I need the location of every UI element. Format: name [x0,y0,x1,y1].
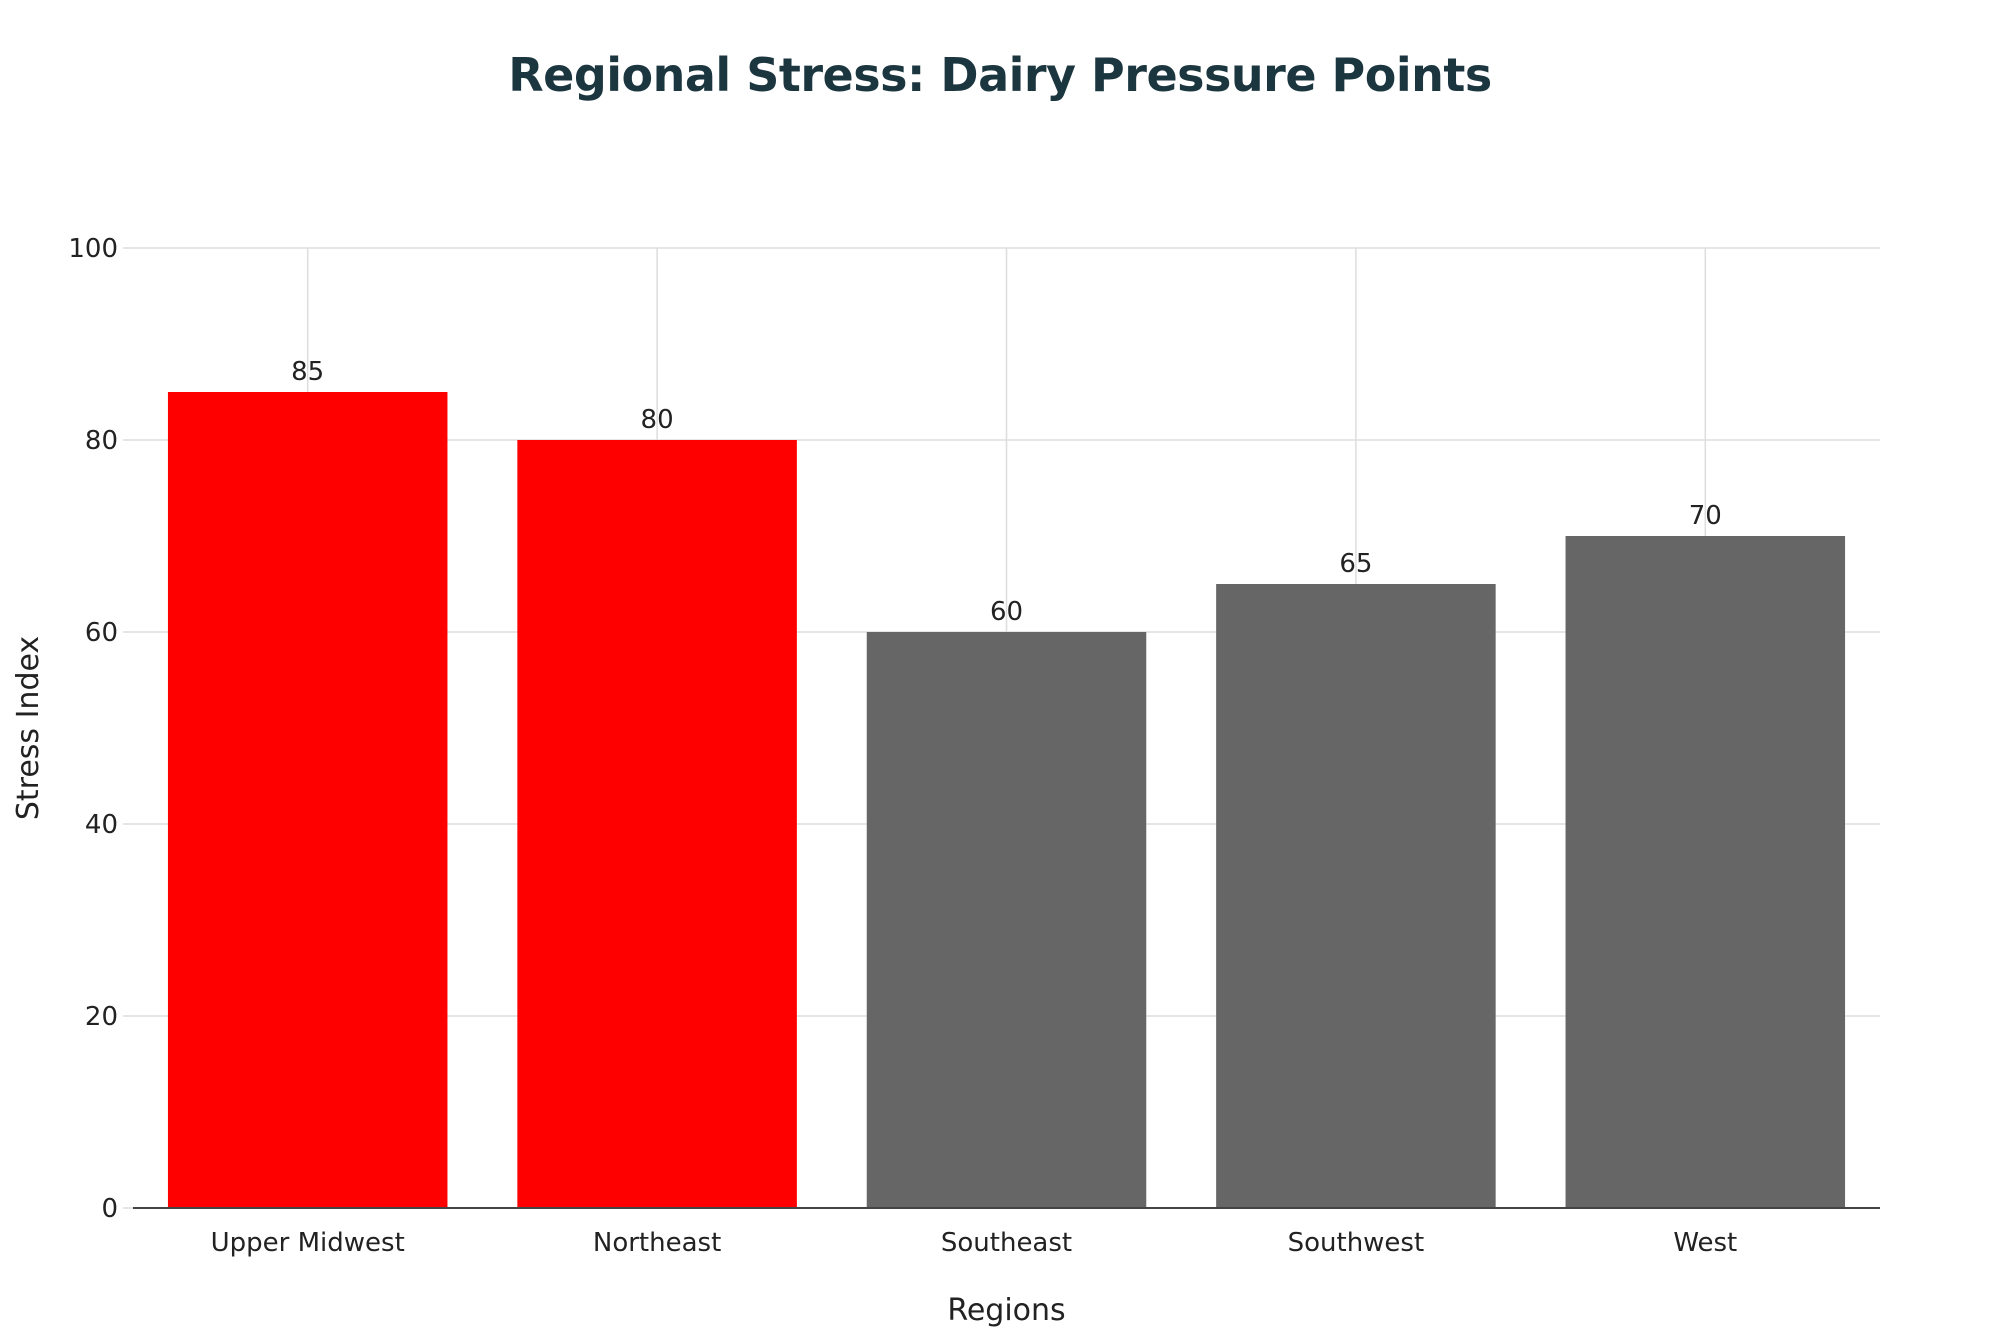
bar-southwest [1216,584,1496,1208]
y-tick-label: 80 [85,426,118,456]
chart-title: Regional Stress: Dairy Pressure Points [508,48,1492,102]
labels: 0 20 40 60 80 100 85 Upper Midwest 80 Northeast 60… [68,234,1737,1258]
bar-value-label: 85 [291,357,324,387]
bars [167,392,1846,1208]
y-axis-title: Stress Index [11,636,46,820]
bar-value-label: 60 [990,597,1023,627]
bar-upper-midwest [167,392,448,1208]
bar-northeast [517,440,797,1208]
axes [123,247,1880,1209]
y-tick-label: 20 [85,1002,118,1032]
y-tick-label: 60 [85,618,118,648]
x-axis-title: Regions [947,1293,1065,1328]
x-tick-label: Upper Midwest [211,1228,405,1258]
x-tick-label: Southeast [941,1228,1072,1258]
bar-west [1565,536,1846,1208]
y-tick-label: 100 [68,234,118,264]
x-tick-label: Southwest [1288,1228,1425,1258]
bar-value-label: 80 [641,405,674,435]
y-tick-label: 40 [85,810,118,840]
bar-value-label: 65 [1339,549,1372,579]
bar-value-label: 70 [1689,501,1722,531]
bar-southeast [866,632,1147,1208]
x-tick-label: West [1673,1228,1737,1258]
y-tick-label: 0 [101,1194,118,1224]
x-tick-label: Northeast [593,1228,721,1258]
